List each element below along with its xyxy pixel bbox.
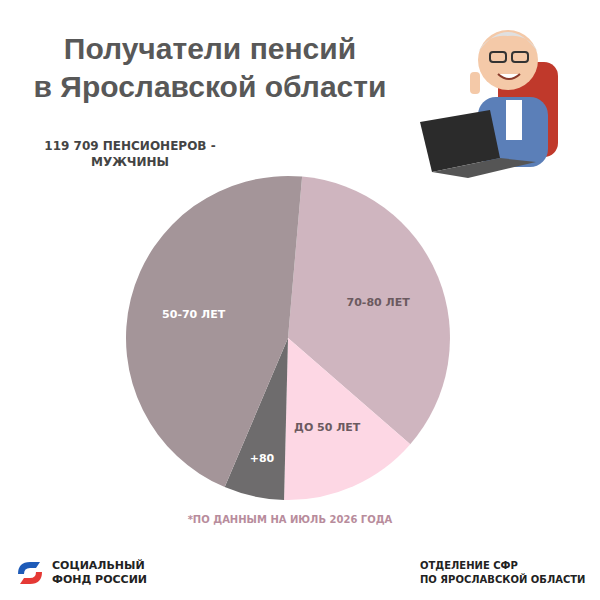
html-text:СОЦИАЛЬНЫЙ ФОНД РОССИИ: СОЦИАЛЬНЫЙ ФОНД РОССИИ — [52, 559, 148, 586]
html-text:119 709 ПЕНСИОНЕРОВ - МУЖЧИНЫ: 119 709 ПЕНСИОНЕРОВ - МУЖЧИНЫ — [44, 139, 216, 169]
svg-text:50-70 ЛЕТ: 50-70 ЛЕТ — [162, 308, 226, 321]
html-text:*ПО ДАННЫМ НА ИЮЛЬ 2026 ГОДА: *ПО ДАННЫМ НА ИЮЛЬ 2026 ГОДА — [187, 514, 393, 525]
svg-text:+80: +80 — [250, 452, 275, 465]
html-text:Получатели пенсий в Ярославско: Получатели пенсий в Ярославской области — [33, 32, 387, 103]
html-text:ОТДЕЛЕНИЕ СФР ПО ЯРОСЛАВСКОЙ О: ОТДЕЛЕНИЕ СФР ПО ЯРОСЛАВСКОЙ ОБЛАСТИ — [420, 560, 586, 585]
svg-text:70-80 ЛЕТ: 70-80 ЛЕТ — [347, 295, 411, 308]
svg-text:ДО 50 ЛЕТ: ДО 50 ЛЕТ — [294, 420, 361, 433]
